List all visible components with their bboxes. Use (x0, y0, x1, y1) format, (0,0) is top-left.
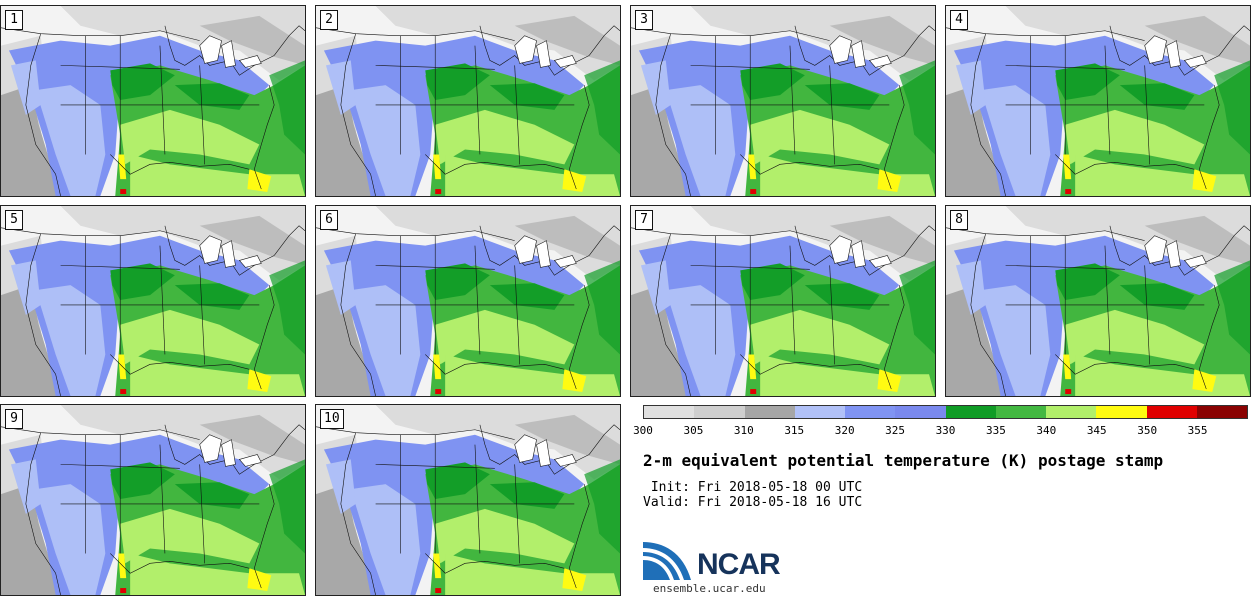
colorbar-segment (945, 406, 996, 418)
colorbar-segment (694, 406, 745, 418)
colorbar-tick-label: 310 (733, 424, 754, 437)
figure-title: 2-m equivalent potential temperature (K)… (643, 451, 1164, 470)
colorbar-segment (794, 406, 845, 418)
member-map-panel: 1 (0, 5, 306, 197)
member-number-label: 9 (5, 409, 23, 429)
colorbar-segment (895, 406, 946, 418)
member-map-panel: 6 (315, 205, 621, 397)
member-number-label: 6 (320, 210, 338, 230)
colorbar-tick-label: 350 (1137, 424, 1158, 437)
member-map-panel: 4 (945, 5, 1251, 197)
colorbar-segment (845, 406, 896, 418)
member-number-label: 7 (635, 210, 653, 230)
colorbar-segment (744, 406, 795, 418)
colorbar-tick-label: 300 (633, 424, 653, 437)
init-time: Init: Fri 2018-05-18 00 UTC (643, 480, 863, 495)
colorbar-tick-label: 335 (985, 424, 1006, 437)
member-number-label: 8 (950, 210, 968, 230)
colorbar-segment (1046, 406, 1097, 418)
colorbar-segment (1096, 406, 1147, 418)
member-map-panel: 8 (945, 205, 1251, 397)
colorbar-segment (1196, 406, 1247, 418)
colorbar-tick-label: 305 (683, 424, 704, 437)
colorbar-tick-label: 320 (834, 424, 855, 437)
colorbar-tick-label: 340 (1036, 424, 1057, 437)
colorbar-tick-label: 325 (885, 424, 906, 437)
colorbar (643, 405, 1248, 419)
ncar-logo (643, 542, 691, 580)
member-number-label: 1 (5, 10, 23, 30)
colorbar-segment (995, 406, 1046, 418)
valid-time: Valid: Fri 2018-05-18 16 UTC (643, 495, 863, 510)
ncar-logo-text: NCAR (697, 548, 781, 581)
member-number-label: 3 (635, 10, 653, 30)
colorbar-segment (644, 406, 695, 418)
member-number-label: 2 (320, 10, 338, 30)
member-map-panel: 3 (630, 5, 936, 197)
colorbar-tick-label: 345 (1086, 424, 1107, 437)
site-url: ensemble.ucar.edu (653, 582, 766, 595)
member-number-label: 10 (320, 409, 344, 429)
member-map-panel: 10 (315, 404, 621, 596)
colorbar-segment (1146, 406, 1197, 418)
member-number-label: 4 (950, 10, 968, 30)
member-map-panel: 7 (630, 205, 936, 397)
colorbar-tick-label: 315 (784, 424, 805, 437)
colorbar-tick-label: 330 (935, 424, 956, 437)
member-map-panel: 2 (315, 5, 621, 197)
member-map-panel: 5 (0, 205, 306, 397)
colorbar-tick-label: 355 (1187, 424, 1208, 437)
member-map-panel: 9 (0, 404, 306, 596)
member-number-label: 5 (5, 210, 23, 230)
